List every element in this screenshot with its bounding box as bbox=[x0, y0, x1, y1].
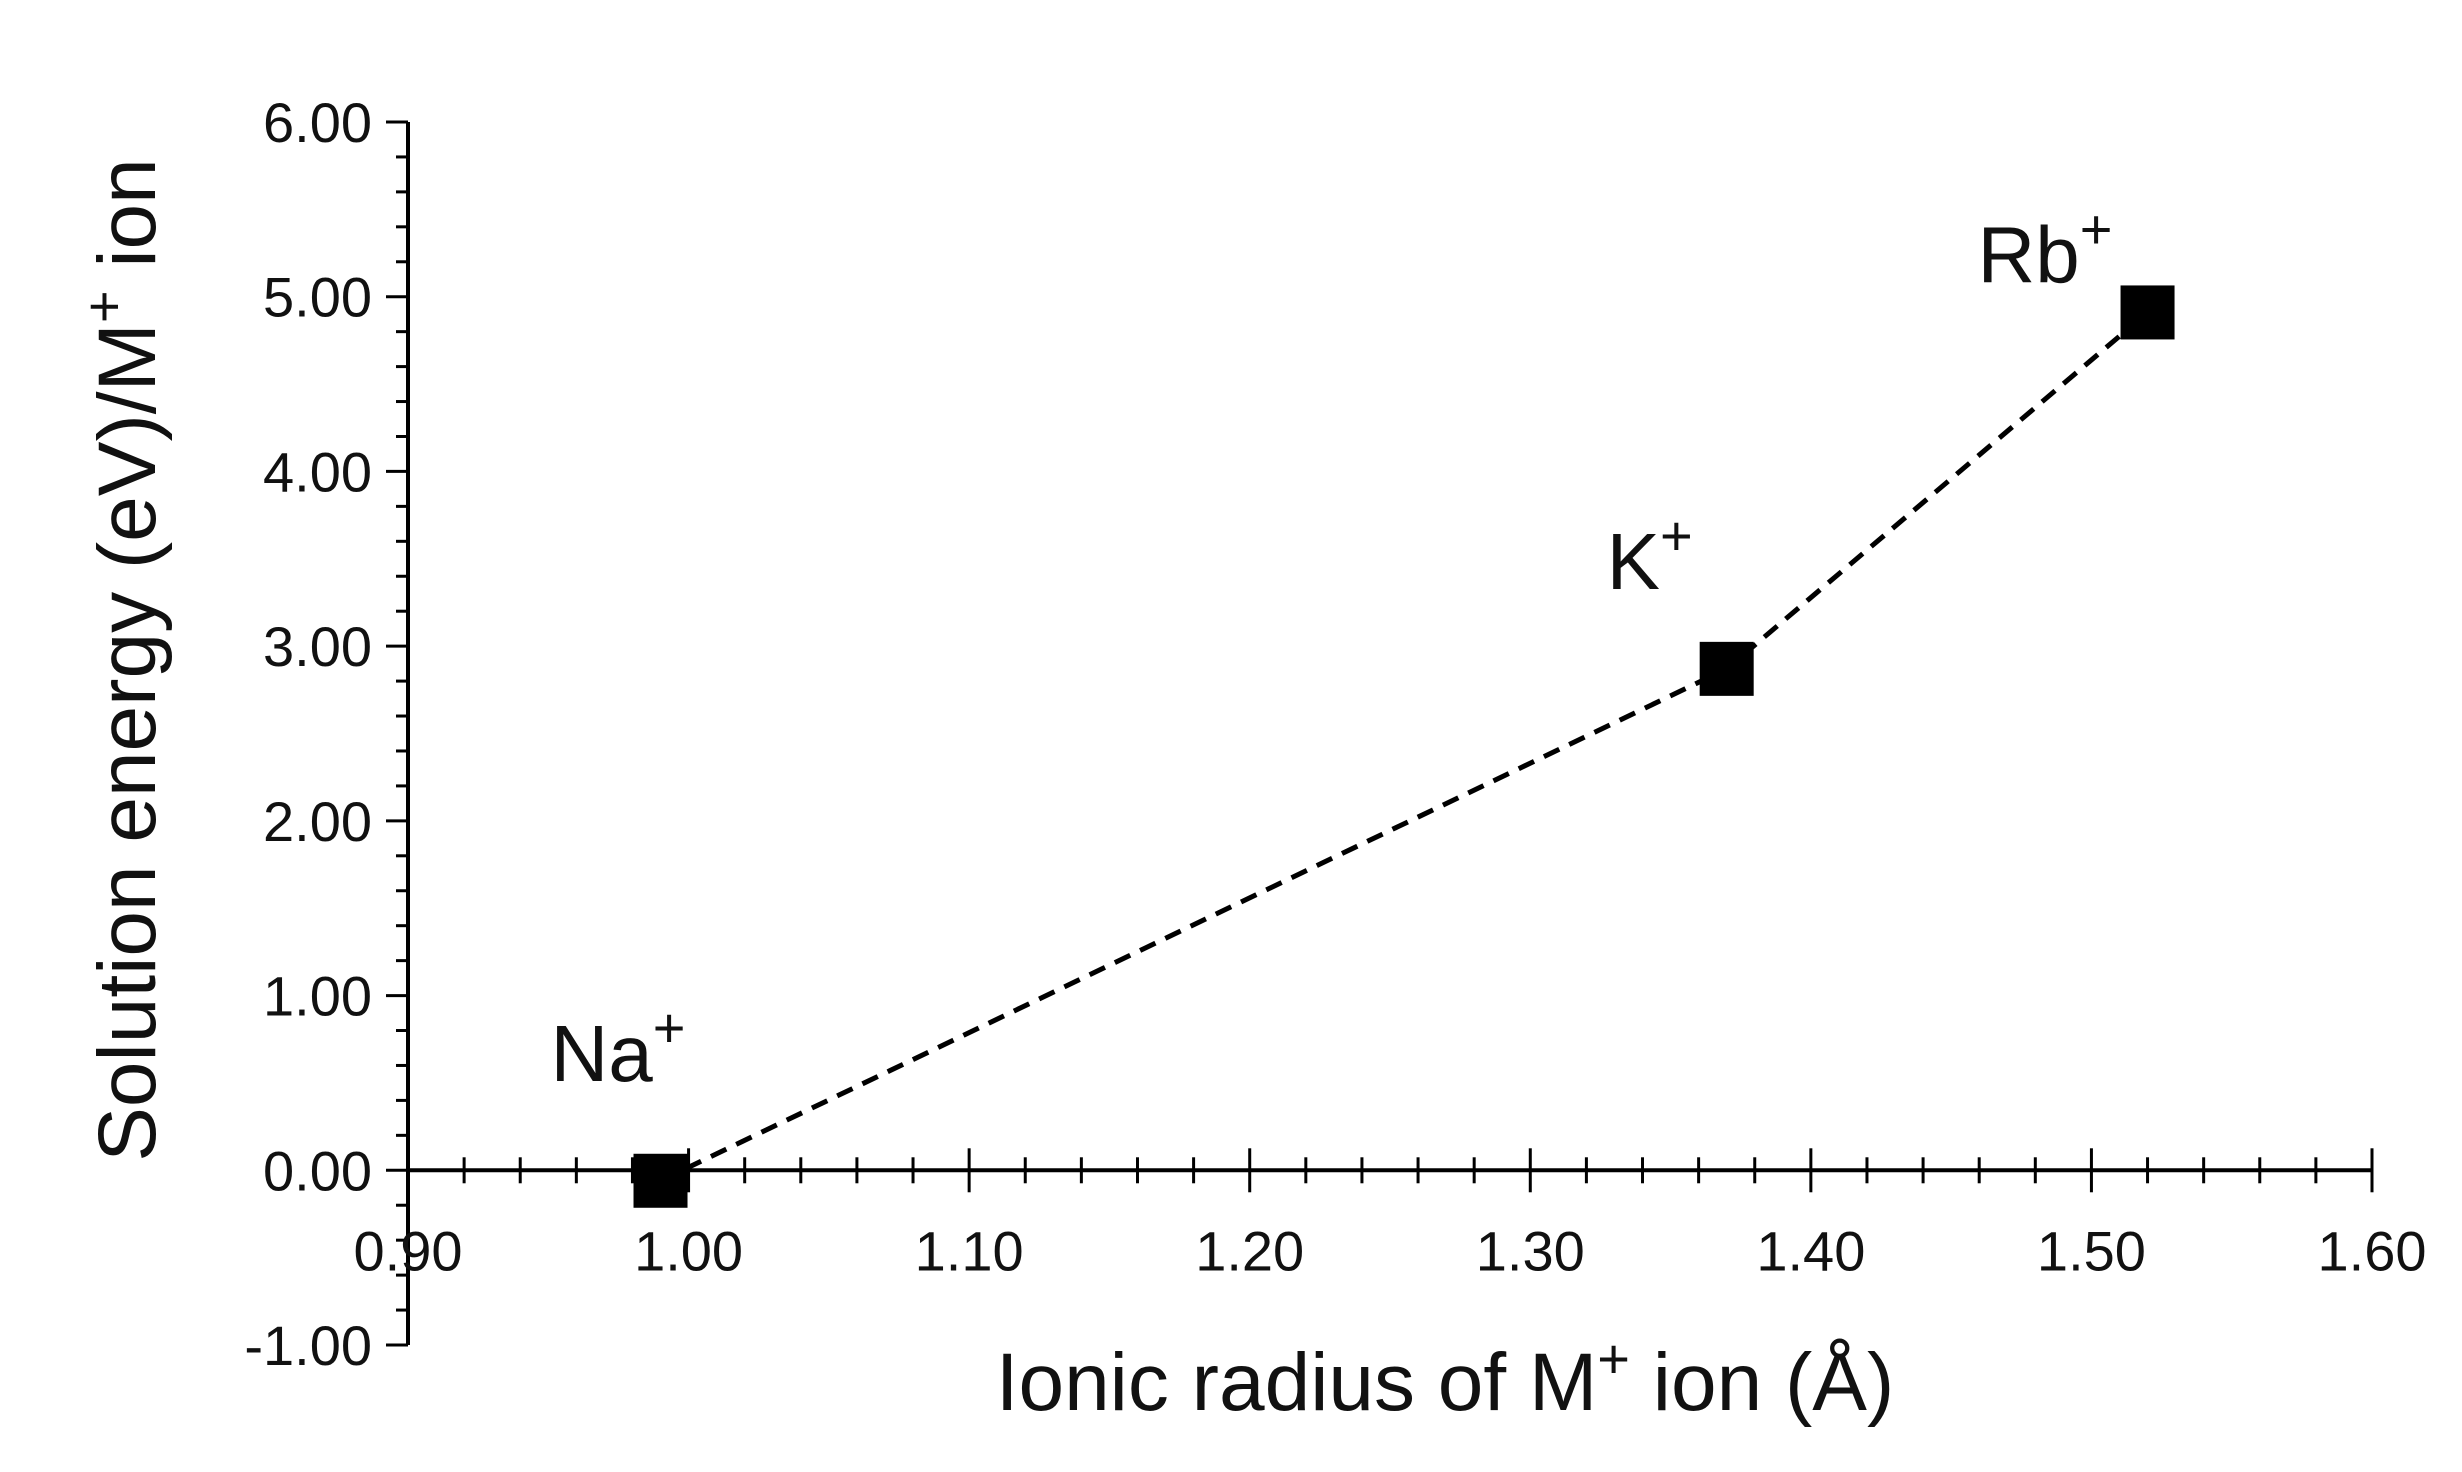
point-label-charge: + bbox=[1660, 504, 1693, 567]
x-tick-label: 1.10 bbox=[915, 1219, 1024, 1282]
y-axis-title-superscript: + bbox=[72, 290, 135, 323]
y-tick-label: 6.00 bbox=[263, 91, 372, 154]
x-tick-label: 1.30 bbox=[1476, 1219, 1585, 1282]
x-tick-label: 1.40 bbox=[1756, 1219, 1865, 1282]
point-label-ion: K bbox=[1607, 517, 1660, 606]
point-label-k: K+ bbox=[1607, 504, 1693, 606]
point-label-charge: + bbox=[2080, 197, 2113, 260]
point-label-rb: Rb+ bbox=[1978, 197, 2113, 299]
x-axis-title-rest: ion (Å) bbox=[1630, 1337, 1894, 1428]
y-axis-title: Solution energy (eV)/M+ ion bbox=[72, 158, 173, 1162]
y-axis-title-main: Solution energy (eV)/M bbox=[82, 323, 173, 1162]
x-axis-title: Ionic radius of M+ ion (Å) bbox=[996, 1327, 1895, 1428]
axes bbox=[406, 122, 2372, 1345]
y-tick-label: 5.00 bbox=[263, 266, 372, 329]
point-label-na: Na+ bbox=[551, 996, 686, 1098]
tick-marks bbox=[386, 120, 2374, 1347]
series-line bbox=[659, 310, 2150, 1184]
data-point-k bbox=[1699, 641, 1754, 696]
x-tick-label: 1.60 bbox=[2318, 1219, 2427, 1282]
x-tick-label: 1.00 bbox=[634, 1219, 743, 1282]
tick-labels: -1.00 0.00 1.00 2.00 3.00 4.00 5.00 6.00 0.90 1.0… bbox=[244, 91, 2426, 1377]
y-axis-title-rest: ion bbox=[82, 158, 173, 290]
y-tick-label: -1.00 bbox=[244, 1314, 372, 1377]
y-tick-label: 1.00 bbox=[263, 965, 372, 1028]
y-tick-label: 4.00 bbox=[263, 440, 372, 503]
x-axis-title-main: Ionic radius of M bbox=[996, 1337, 1598, 1428]
x-tick-label: 0.90 bbox=[354, 1219, 463, 1282]
point-labels: Na+K+Rb+ bbox=[551, 197, 2113, 1097]
point-label-charge: + bbox=[653, 996, 686, 1059]
series bbox=[633, 285, 2175, 1208]
x-tick-label: 1.20 bbox=[1195, 1219, 1304, 1282]
y-tick-label: 0.00 bbox=[263, 1139, 372, 1202]
point-label-ion: Rb bbox=[1978, 210, 2080, 299]
y-tick-label: 2.00 bbox=[263, 790, 372, 853]
data-point-na bbox=[633, 1153, 688, 1208]
data-point-rb bbox=[2120, 285, 2175, 340]
x-axis-title-superscript: + bbox=[1597, 1327, 1630, 1390]
point-label-ion: Na bbox=[551, 1009, 654, 1098]
y-tick-label: 3.00 bbox=[263, 615, 372, 678]
x-tick-label: 1.50 bbox=[2037, 1219, 2146, 1282]
